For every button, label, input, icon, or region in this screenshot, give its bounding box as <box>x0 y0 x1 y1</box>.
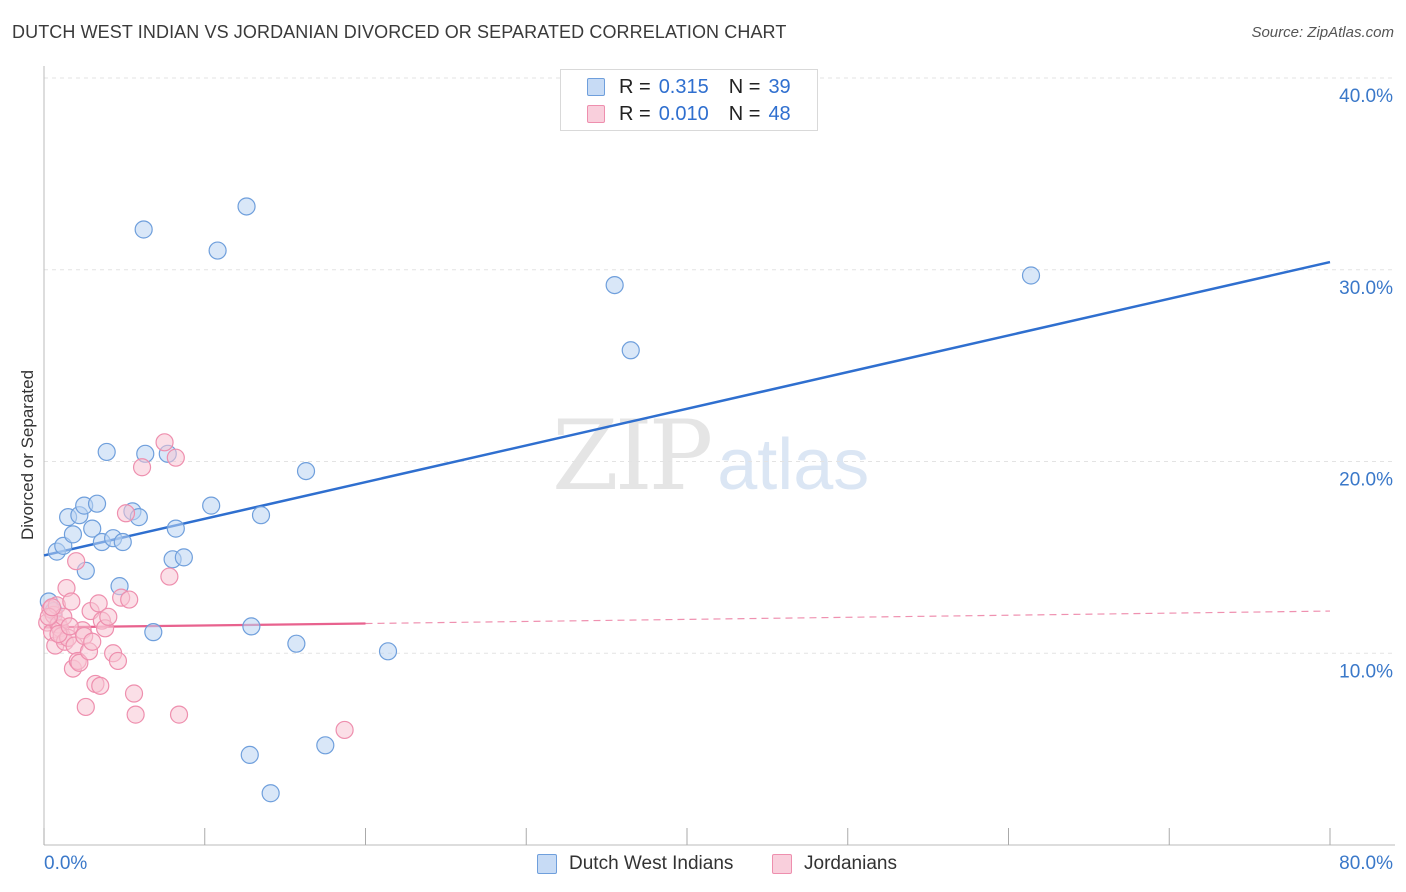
jordanian-point <box>60 617 79 636</box>
legend-swatch-blue <box>587 78 605 96</box>
grid-lines <box>44 77 1395 654</box>
axes <box>43 66 1395 846</box>
dutch-west-indian-point <box>202 496 221 515</box>
jordanian-point <box>83 632 102 651</box>
source-label: Source: ZipAtlas.com <box>1251 24 1394 41</box>
r-value: 0.315 <box>658 75 709 98</box>
dutch-west-indian-point <box>240 745 259 764</box>
jordanian-point <box>108 651 128 671</box>
dutch-west-indian-point <box>296 461 316 481</box>
dutch-west-indian-point <box>242 617 261 636</box>
jordanian-point <box>120 590 139 609</box>
bottom-legend-jordanians: Jordanians <box>772 852 897 876</box>
dutch-west-indian-point <box>605 275 624 295</box>
jordanians-trend-line <box>43 622 366 629</box>
jordanian-point <box>166 448 185 467</box>
jordanian-point <box>160 567 179 586</box>
legend-swatch-pink <box>772 854 792 874</box>
legend-row-dutch-west-indians: R = 0.315 N = 39 <box>587 74 791 100</box>
bottom-legend-dutch-west-indians: Dutch West Indians <box>537 852 733 876</box>
dutch-west-indian-point <box>287 634 306 653</box>
dutch-west-indian-point <box>144 623 163 642</box>
dutch-west-indian-point <box>166 519 185 538</box>
dutch-west-indian-point <box>237 197 256 216</box>
jordanians-trend-extension <box>365 610 1331 625</box>
jordanian-point <box>126 705 145 724</box>
y-tick-label: 10.0% <box>1339 661 1393 682</box>
dutch-west-indian-point <box>63 525 83 544</box>
jordanian-point <box>67 552 86 571</box>
y-axis-title: Divorced or Separated <box>18 369 37 541</box>
zipatlas-watermark: ZIP atlas <box>552 400 870 512</box>
dutch-west-indians-trend-line <box>43 260 1331 557</box>
jordanian-point <box>116 504 136 523</box>
jordanian-point <box>169 705 189 724</box>
n-label: N = <box>728 102 761 125</box>
dutch-west-indian-point <box>378 642 398 661</box>
jordanian-point <box>42 598 62 617</box>
dutch-west-indian-point <box>251 506 271 525</box>
dutch-west-indian-point <box>208 241 227 260</box>
dutch-west-indian-point <box>87 494 107 513</box>
data-points <box>38 197 1041 803</box>
dutch-west-indian-point <box>97 442 116 462</box>
jordanian-point <box>155 433 174 452</box>
y-tick-label: 20.0% <box>1339 470 1393 491</box>
jordanian-point <box>76 697 95 717</box>
jordanian-point <box>335 720 354 740</box>
jordanian-point <box>99 607 118 626</box>
dutch-west-indian-point <box>621 341 640 360</box>
legend-row-jordanians: R = 0.010 N = 48 <box>587 101 791 127</box>
dutch-west-indian-point <box>134 220 153 239</box>
jordanian-point <box>124 684 144 703</box>
dutch-west-indian-point <box>83 519 102 538</box>
series-label: Jordanians <box>804 853 897 874</box>
jordanian-point <box>89 594 108 613</box>
x-tick-label: 0.0% <box>44 853 87 874</box>
x-tick-label: 80.0% <box>1339 853 1393 874</box>
r-value: 0.010 <box>658 102 709 125</box>
jordanian-point <box>91 676 110 695</box>
dutch-west-indian-point <box>261 784 280 803</box>
dutch-west-indian-point <box>174 548 193 567</box>
correlation-legend: R = 0.315 N = 39 R = 0.010 N = 48 <box>560 69 818 131</box>
legend-swatch-pink <box>587 105 605 123</box>
r-label: R = <box>619 75 651 98</box>
y-tick-label: 30.0% <box>1339 278 1393 299</box>
n-label: N = <box>728 75 761 98</box>
r-label: R = <box>619 102 651 125</box>
chart-title: DUTCH WEST INDIAN VS JORDANIAN DIVORCED … <box>12 22 787 42</box>
dutch-west-indian-point <box>316 736 335 755</box>
jordanian-point <box>62 592 81 611</box>
trend-lines <box>43 260 1331 629</box>
legend-swatch-blue <box>537 854 557 874</box>
series-label: Dutch West Indians <box>569 853 734 874</box>
tick-labels: 10.0% 20.0% 30.0% 40.0% 0.0% 80.0% <box>44 86 1393 874</box>
y-tick-label: 40.0% <box>1339 86 1393 107</box>
n-value: 39 <box>768 75 791 98</box>
dutch-west-indian-point <box>113 532 132 552</box>
n-value: 48 <box>768 102 791 125</box>
dutch-west-indian-point <box>1021 266 1041 285</box>
jordanian-point <box>132 458 152 477</box>
